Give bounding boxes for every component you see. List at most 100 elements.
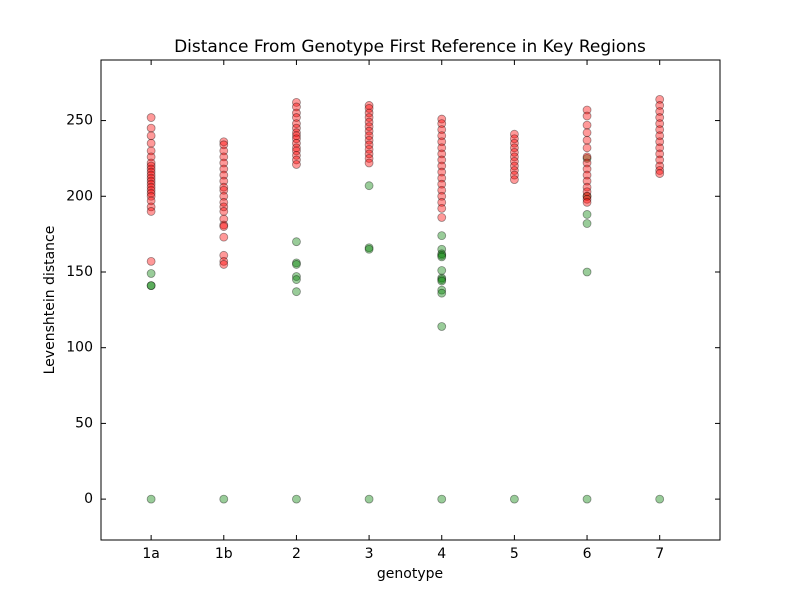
point bbox=[437, 155, 447, 165]
point bbox=[219, 137, 229, 147]
point bbox=[582, 152, 592, 162]
point bbox=[219, 494, 229, 504]
point bbox=[364, 126, 374, 136]
point bbox=[509, 152, 519, 162]
x-tick-label: 7 bbox=[655, 546, 664, 562]
point bbox=[582, 154, 592, 163]
point bbox=[292, 102, 301, 112]
plot-area bbox=[146, 94, 665, 504]
point bbox=[219, 197, 229, 207]
y-tick-label: 150 bbox=[66, 264, 93, 280]
point bbox=[292, 123, 301, 133]
point bbox=[364, 158, 374, 168]
point bbox=[509, 161, 519, 171]
point bbox=[219, 214, 229, 224]
point bbox=[582, 197, 592, 207]
point bbox=[146, 281, 156, 291]
point bbox=[437, 149, 447, 159]
point bbox=[146, 207, 156, 216]
point bbox=[219, 260, 229, 269]
point bbox=[655, 155, 665, 165]
point bbox=[292, 150, 301, 160]
chart-title: Distance From Genotype First Reference i… bbox=[174, 37, 646, 57]
point bbox=[437, 266, 447, 275]
point bbox=[437, 275, 447, 284]
point bbox=[437, 288, 447, 298]
point bbox=[146, 164, 156, 174]
y-tick-label: 200 bbox=[66, 188, 93, 204]
point bbox=[509, 170, 519, 180]
point bbox=[655, 137, 665, 147]
point bbox=[582, 494, 592, 504]
point bbox=[292, 272, 301, 281]
x-tick-label: 4 bbox=[437, 546, 446, 562]
point bbox=[219, 140, 229, 150]
point bbox=[219, 152, 229, 162]
point bbox=[437, 119, 447, 128]
axes-frame bbox=[100, 59, 721, 541]
point bbox=[364, 144, 374, 154]
point bbox=[146, 152, 156, 162]
point bbox=[146, 269, 156, 278]
point bbox=[655, 149, 665, 159]
point bbox=[437, 285, 447, 295]
point bbox=[219, 250, 229, 260]
x-tick-label: 3 bbox=[365, 546, 374, 562]
point bbox=[364, 113, 374, 122]
point bbox=[437, 252, 447, 262]
point bbox=[146, 123, 156, 133]
point bbox=[582, 191, 592, 201]
point bbox=[146, 158, 156, 168]
x-tick-label: 1a bbox=[142, 546, 160, 562]
x-tick-label: 1b bbox=[215, 546, 233, 562]
point bbox=[146, 256, 156, 266]
point bbox=[437, 249, 447, 259]
point bbox=[146, 191, 156, 201]
point bbox=[582, 164, 592, 174]
y-tick-label: 0 bbox=[84, 491, 93, 507]
point bbox=[146, 185, 156, 195]
point bbox=[582, 219, 592, 228]
point bbox=[655, 125, 665, 135]
point bbox=[655, 143, 665, 153]
point bbox=[655, 169, 665, 178]
point bbox=[437, 114, 447, 124]
point bbox=[509, 157, 519, 166]
point bbox=[146, 196, 156, 206]
point bbox=[509, 166, 519, 175]
point bbox=[582, 187, 592, 197]
point bbox=[364, 243, 374, 253]
point bbox=[655, 119, 665, 128]
point bbox=[219, 222, 229, 231]
point bbox=[146, 176, 156, 186]
point bbox=[655, 107, 665, 116]
point bbox=[146, 173, 156, 183]
point bbox=[364, 181, 374, 191]
point bbox=[292, 275, 301, 284]
point bbox=[437, 244, 447, 254]
point bbox=[437, 125, 447, 135]
point bbox=[146, 188, 156, 198]
point bbox=[582, 176, 592, 186]
point bbox=[437, 131, 447, 141]
point bbox=[219, 232, 229, 242]
point bbox=[509, 175, 519, 185]
point bbox=[219, 158, 229, 168]
point bbox=[292, 131, 301, 141]
point bbox=[437, 191, 447, 201]
point bbox=[364, 104, 374, 113]
point bbox=[219, 207, 229, 216]
point bbox=[582, 158, 592, 168]
point bbox=[655, 113, 665, 122]
point bbox=[146, 494, 156, 504]
point bbox=[292, 494, 301, 504]
point bbox=[582, 191, 592, 201]
point bbox=[437, 322, 447, 331]
point bbox=[655, 494, 665, 504]
point bbox=[292, 237, 301, 247]
point bbox=[437, 213, 447, 222]
point bbox=[219, 164, 229, 174]
